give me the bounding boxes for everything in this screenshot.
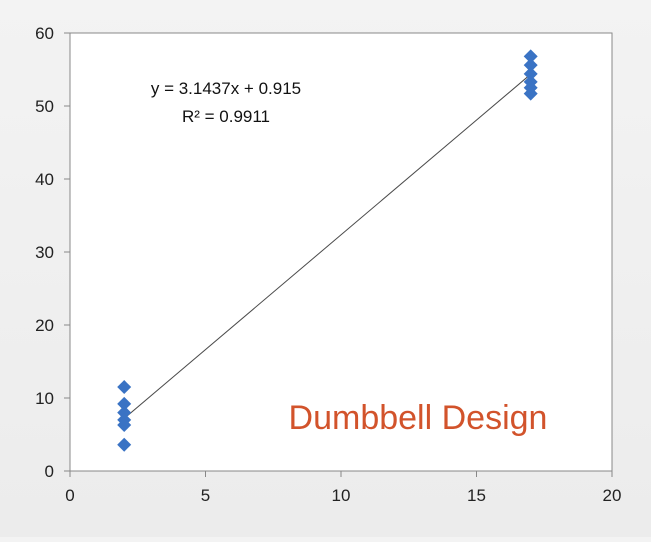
data-point-6 xyxy=(523,49,538,64)
x-tick-label-2: 10 xyxy=(332,486,351,505)
y-tick-label-5: 50 xyxy=(35,97,54,116)
x-tick-label-3: 15 xyxy=(467,486,486,505)
x-tick-label-4: 20 xyxy=(603,486,622,505)
x-tick-label-0: 0 xyxy=(65,486,74,505)
data-point-1 xyxy=(117,396,132,411)
y-tick-label-4: 40 xyxy=(35,170,54,189)
trendline-equation: y = 3.1437x + 0.915 xyxy=(151,79,301,98)
data-point-0 xyxy=(117,380,132,395)
data-points xyxy=(117,49,538,452)
y-tick-label-0: 0 xyxy=(45,462,54,481)
plot-area xyxy=(69,32,613,472)
data-point-5 xyxy=(117,437,132,452)
trendline xyxy=(123,73,532,419)
dumbbell-design-label: Dumbbell Design xyxy=(289,399,548,437)
data-point-8 xyxy=(523,66,538,81)
data-point-11 xyxy=(523,86,538,101)
y-tick-label-6: 60 xyxy=(35,24,54,43)
data-point-7 xyxy=(523,58,538,73)
y-tick-label-3: 30 xyxy=(35,243,54,262)
y-tick-label-2: 20 xyxy=(35,316,54,335)
y-tick-label-1: 10 xyxy=(35,389,54,408)
r-squared-label: R² = 0.9911 xyxy=(182,107,270,126)
data-point-2 xyxy=(117,405,132,420)
data-point-4 xyxy=(117,418,132,433)
x-axis: 0 5 10 15 20 xyxy=(65,471,621,505)
y-axis: 0 10 20 30 40 50 60 xyxy=(35,24,70,481)
trendline-group xyxy=(123,73,532,419)
x-tick-label-1: 5 xyxy=(201,486,210,505)
